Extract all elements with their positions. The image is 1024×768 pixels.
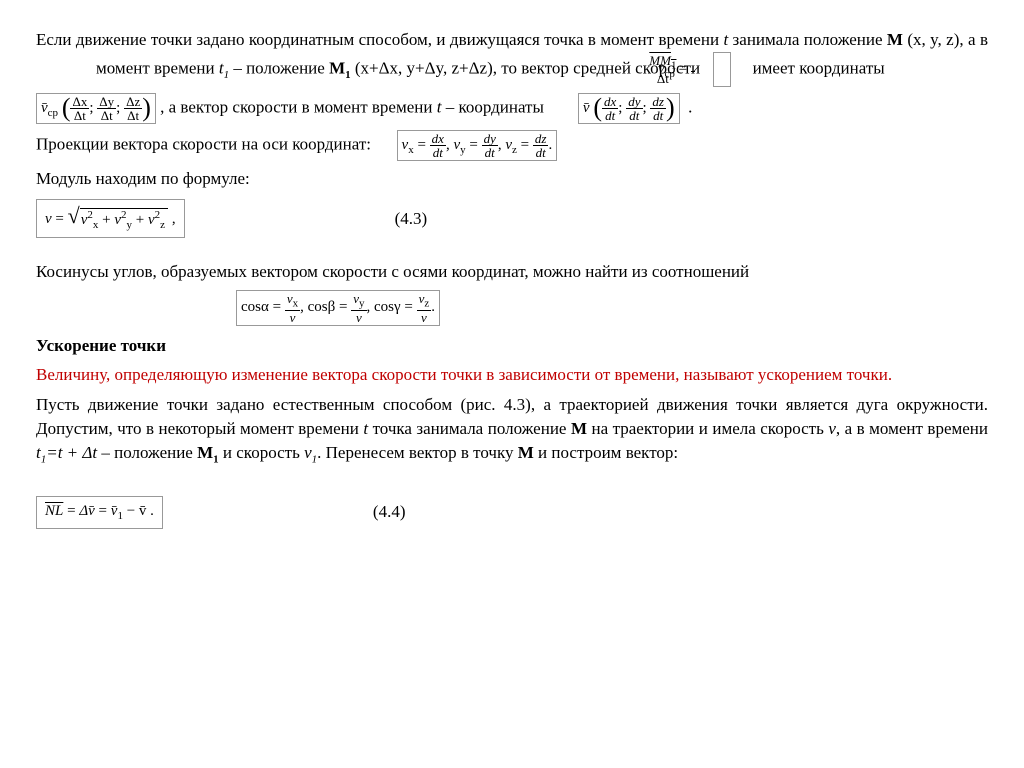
txt: Проекции вектора скорости на оси координ… bbox=[36, 135, 371, 154]
txt: имеет координаты bbox=[753, 59, 885, 78]
pt-M1-sub: 1 bbox=[345, 69, 351, 81]
para-coords: v̄ср (ΔxΔt; ΔyΔt; ΔzΔt) , а вектор скоро… bbox=[36, 93, 988, 124]
formula-dv-row: NL = Δv̄ = v̄1 − v̄ . (4.4) bbox=[36, 496, 988, 529]
txt: и построим вектор: bbox=[534, 443, 678, 462]
para-intro: Если движение точки задано координатным … bbox=[36, 28, 988, 87]
txt: Косинусы углов, образуемых вектором скор… bbox=[36, 262, 749, 281]
var-v: v bbox=[828, 419, 836, 438]
pt-M: М bbox=[518, 443, 534, 462]
txt: – координаты bbox=[441, 98, 543, 117]
formula-cos-wrap: cosα = vxv, cosβ = vyv, cosγ = vzv. bbox=[36, 290, 988, 326]
txt: и скорость bbox=[219, 443, 304, 462]
txt: на траектории и имела скорость bbox=[587, 419, 828, 438]
formula-proj: vx = dxdt, vy = dydt, vz = dzdt. bbox=[397, 130, 558, 161]
para-acc-def: Величину, определяющую изменение вектора… bbox=[36, 363, 988, 387]
pt-M1: М bbox=[329, 59, 345, 78]
heading-acceleration: Ускорение точки bbox=[36, 334, 988, 358]
formula-vcp-coords: v̄ср (ΔxΔt; ΔyΔt; ΔzΔt) bbox=[36, 93, 156, 124]
formula-module: v = v2x + v2y + v2z , bbox=[36, 199, 185, 238]
eqnum-43: (4.3) bbox=[395, 207, 428, 231]
txt: , а вектор скорости в момент времени bbox=[160, 98, 437, 117]
para-module: Модуль находим по формуле: bbox=[36, 167, 988, 191]
formula-v-coords: v̄ (dxdt; dydt; dzdt) bbox=[578, 93, 680, 124]
formula-dv: NL = Δv̄ = v̄1 − v̄ . bbox=[36, 496, 163, 529]
txt: . Перенесем вектор в точку bbox=[317, 443, 518, 462]
txt: занимала положение bbox=[728, 30, 887, 49]
formula-cos: cosα = vxv, cosβ = vyv, cosγ = vzv. bbox=[236, 290, 440, 326]
txt: , а в момент времени bbox=[836, 419, 988, 438]
para-proj: Проекции вектора скорости на оси координ… bbox=[36, 130, 988, 161]
txt: точка занимала положение bbox=[368, 419, 571, 438]
para-natural: Пусть движение точки задано естественным… bbox=[36, 393, 988, 467]
txt: Если движение точки задано координатным … bbox=[36, 30, 723, 49]
var-v1: v bbox=[304, 443, 312, 462]
txt: – положение bbox=[229, 59, 329, 78]
formula-vcp-mm: v̄ср = MM1Δt bbox=[713, 52, 731, 88]
formula-module-row: v = v2x + v2y + v2z , (4.3) bbox=[36, 199, 988, 238]
pt-M1: М bbox=[197, 443, 213, 462]
eqnum-44: (4.4) bbox=[373, 500, 406, 524]
txt: Модуль находим по формуле: bbox=[36, 169, 250, 188]
txt: – положение bbox=[97, 443, 197, 462]
pt-M: М bbox=[571, 419, 587, 438]
para-cos: Косинусы углов, образуемых вектором скор… bbox=[36, 260, 988, 284]
pt-M: М bbox=[887, 30, 903, 49]
